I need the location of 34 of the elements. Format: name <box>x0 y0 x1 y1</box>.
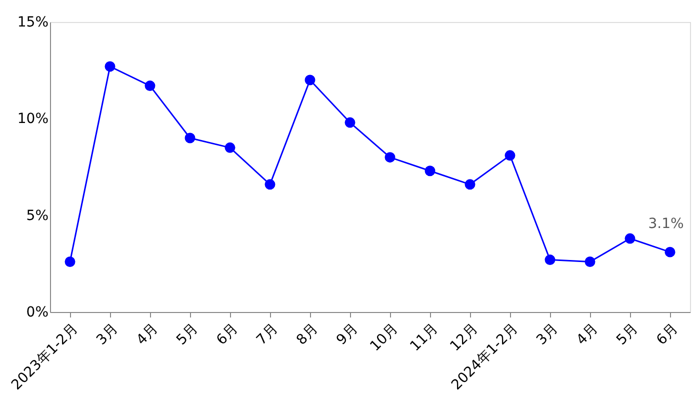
point <box>624 233 636 244</box>
point <box>504 150 516 161</box>
x-tick-label: 10月 <box>367 320 402 355</box>
data-label: 3.1% <box>648 216 684 232</box>
x-tick-label: 4月 <box>574 320 602 348</box>
point <box>544 254 556 266</box>
point <box>144 80 156 92</box>
x-tick-label: 6月 <box>654 320 682 348</box>
x-tick-label: 3月 <box>94 320 122 348</box>
x-tick-label: 3月 <box>534 320 562 348</box>
y-tick-label: 15% <box>17 14 48 30</box>
y-tick-label: 10% <box>17 111 48 128</box>
point <box>64 256 76 267</box>
x-tick-label: 11月 <box>407 320 442 355</box>
point <box>664 246 676 258</box>
x-tick-label: 7月 <box>254 320 282 348</box>
x-tick-label: 5月 <box>614 320 642 348</box>
point <box>464 179 476 190</box>
x-tick-label: 8月 <box>294 320 322 348</box>
point <box>584 256 596 267</box>
point <box>384 152 396 163</box>
point <box>224 142 236 153</box>
x-tick-label: 6月 <box>214 320 242 348</box>
x-tick-label: 4月 <box>134 320 162 348</box>
point <box>184 132 196 144</box>
point <box>344 117 356 128</box>
y-tick-label: 5% <box>26 208 48 224</box>
point <box>424 166 436 176</box>
point <box>304 74 316 86</box>
y-tick-label: 0% <box>26 304 48 320</box>
point <box>264 179 276 190</box>
x-tick-label: 9月 <box>334 320 362 348</box>
point <box>104 61 116 72</box>
x-tick-label: 5月 <box>174 320 202 348</box>
